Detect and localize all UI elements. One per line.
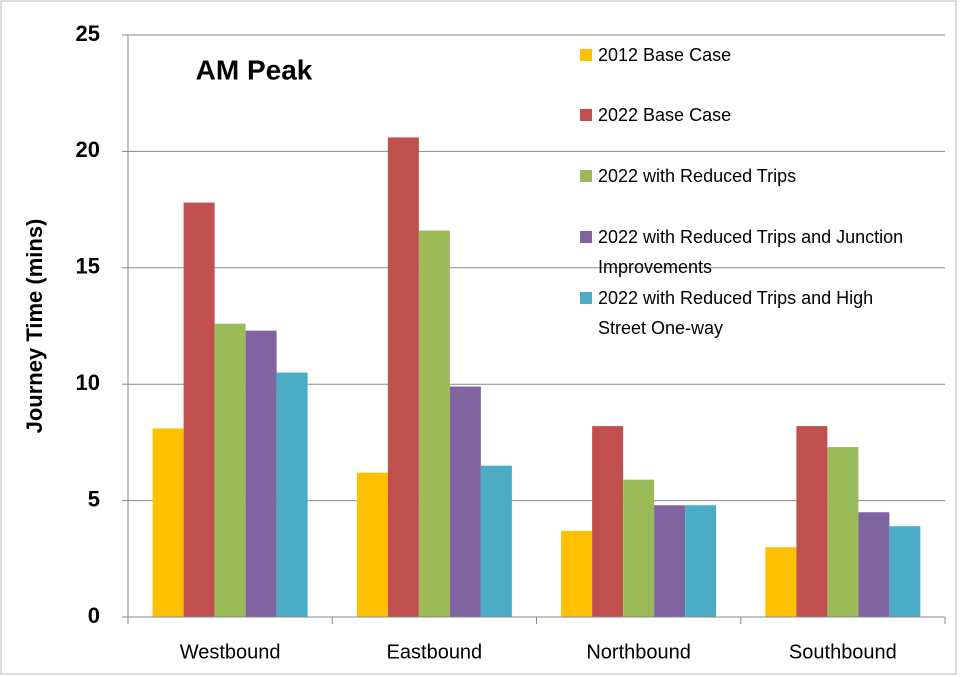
y-axis-title: Journey Time (mins) — [22, 219, 47, 434]
y-tick-label: 10 — [76, 370, 100, 395]
legend-label: 2022 Base Case — [598, 105, 732, 125]
legend-swatch — [580, 49, 592, 61]
bar — [561, 530, 593, 617]
legend-item: 2022 with Reduced Trips and Junction Imp… — [580, 222, 918, 282]
bar — [418, 230, 450, 617]
bar — [654, 505, 686, 617]
bar — [480, 465, 512, 617]
bar — [889, 526, 921, 617]
legend-swatch — [580, 292, 592, 304]
y-tick-label: 25 — [76, 21, 100, 46]
bar — [765, 547, 797, 617]
y-tick-label: 0 — [88, 603, 100, 628]
legend-swatch — [580, 231, 592, 243]
bar — [245, 330, 277, 617]
bar — [796, 426, 828, 617]
legend-label: 2022 with Reduced Trips — [598, 166, 797, 186]
bar — [623, 479, 655, 617]
bar — [183, 202, 215, 617]
legend-item: 2022 Base Case — [580, 100, 918, 130]
bar — [827, 447, 859, 617]
bar — [858, 512, 890, 617]
bar — [152, 428, 184, 617]
bars — [152, 137, 921, 617]
legend-item: 2022 with Reduced Trips and High Street … — [580, 283, 918, 343]
x-tick-label: Westbound — [180, 641, 281, 663]
y-tick-label: 15 — [76, 254, 100, 279]
legend-label: 2022 with Reduced Trips and High Street … — [598, 288, 874, 338]
x-tick-label: Eastbound — [387, 641, 483, 663]
legend-swatch — [580, 170, 592, 182]
bar — [214, 323, 246, 617]
legend-item: 2022 with Reduced Trips — [580, 161, 918, 191]
chart-title: AM Peak — [196, 54, 313, 85]
x-tick-label: Northbound — [586, 641, 691, 663]
bar — [592, 426, 624, 617]
legend-label: 2012 Base Case — [598, 45, 732, 65]
legend-item: 2012 Base Case — [580, 40, 918, 70]
bar — [276, 372, 308, 617]
bar — [356, 472, 388, 617]
legend-swatch — [580, 109, 592, 121]
bar — [685, 505, 717, 617]
legend-label: 2022 with Reduced Trips and Junction Imp… — [598, 227, 904, 277]
x-tick-label: Southbound — [789, 641, 897, 663]
bar — [387, 137, 419, 617]
y-tick-label: 20 — [76, 137, 100, 162]
y-tick-label: 5 — [88, 486, 100, 511]
bar — [449, 386, 481, 617]
